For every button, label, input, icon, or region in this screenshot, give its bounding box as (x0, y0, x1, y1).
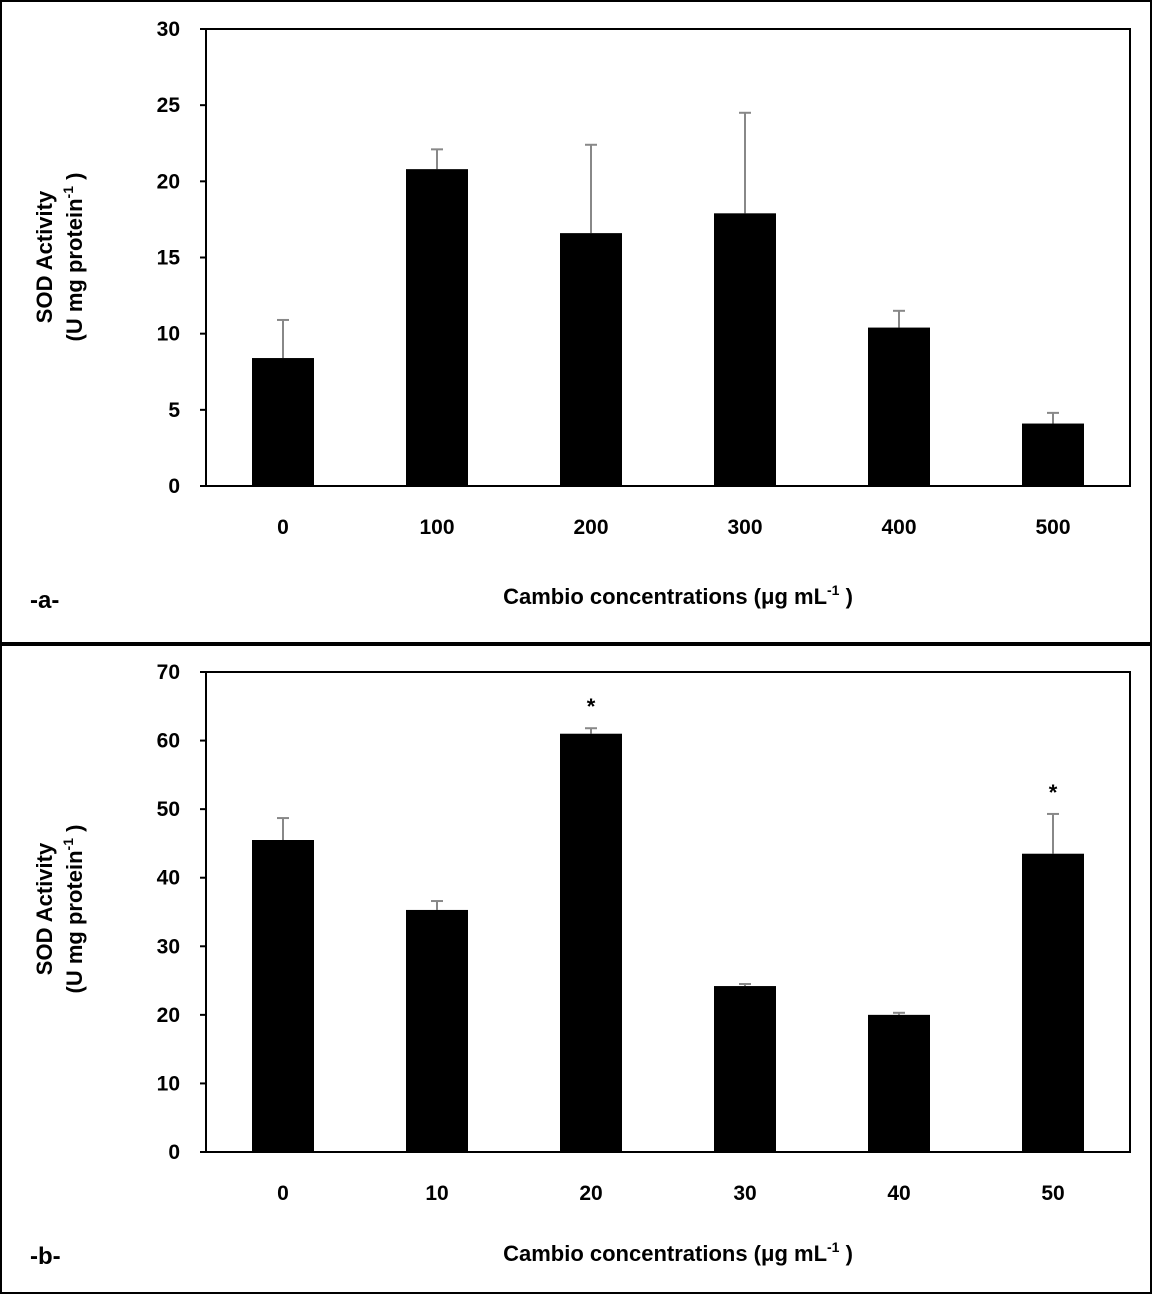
y-tick-label: 20 (157, 170, 180, 193)
x-tick-label: 200 (573, 516, 608, 539)
y-axis-title-line2: (U mg protein-1 ) (60, 825, 87, 994)
x-tick-label: 300 (727, 516, 762, 539)
panel-label: -b- (30, 1243, 61, 1270)
x-tick-label: 500 (1035, 516, 1070, 539)
x-tick-label: 10 (425, 1182, 448, 1205)
y-tick-label: 70 (157, 661, 180, 684)
bar (560, 733, 622, 1152)
x-tick-label: 100 (419, 516, 454, 539)
x-tick-label: 0 (277, 516, 289, 539)
y-tick-label: 30 (157, 18, 180, 41)
plot-area-frame (205, 28, 1131, 487)
panel-label: -a- (30, 587, 59, 614)
bar (868, 1014, 930, 1152)
y-axis-title-line1: SOD Activity (32, 190, 57, 323)
x-tick-label: 40 (887, 1182, 910, 1205)
significance-marker: * (587, 694, 596, 719)
bar (406, 909, 468, 1152)
y-tick-label: 40 (157, 867, 180, 890)
x-tick-label: 20 (579, 1182, 602, 1205)
y-tick-label: 30 (157, 935, 180, 958)
y-tick-label: 50 (157, 798, 180, 821)
chart-panel-a: 0 5 10 15 20 25 30 0 100 200 300 400 500 Cambio conce… (0, 0, 1152, 644)
chart-panel-b: 0 10 20 30 40 50 60 70 0 10 * 20 30 40 * 50 Cambio conce… (0, 644, 1152, 1294)
y-axis-title-line2: (U mg protein-1 ) (60, 173, 87, 342)
y-axis-title-line1: SOD Activity (32, 842, 57, 975)
x-axis-title: Cambio concentrations (μg mL-1 ) (503, 582, 853, 609)
y-axis-title: SOD Activity (U mg protein-1 ) (32, 173, 87, 342)
x-tick-label: 50 (1041, 1182, 1064, 1205)
bar-chart-b: 0 10 20 30 40 50 60 70 0 10 * 20 30 40 * 50 Cambio conce… (30, 661, 1131, 1270)
y-tick-label: 20 (157, 1004, 180, 1027)
y-tick-label: 0 (168, 475, 180, 498)
bar (252, 840, 314, 1152)
panel-frame (0, 644, 1152, 1294)
x-axis-title: Cambio concentrations (μg mL-1 ) (503, 1239, 853, 1266)
bar (714, 213, 776, 486)
x-tick-label: 400 (881, 516, 916, 539)
bar (1022, 423, 1084, 486)
y-tick-label: 10 (157, 323, 180, 346)
x-tick-label: 30 (733, 1182, 756, 1205)
bar (560, 233, 622, 486)
bar (252, 358, 314, 486)
y-tick-label: 5 (168, 399, 180, 422)
plot-area-frame (205, 671, 1131, 1153)
panel-frame (0, 0, 1152, 644)
bar (1022, 853, 1084, 1152)
bar (714, 986, 776, 1152)
y-tick-label: 60 (157, 730, 180, 753)
y-tick-label: 15 (157, 247, 181, 270)
significance-marker: * (1049, 780, 1058, 805)
y-tick-label: 0 (168, 1141, 180, 1164)
bar (868, 327, 930, 486)
y-tick-label: 10 (157, 1072, 180, 1095)
x-tick-label: 0 (277, 1182, 289, 1205)
y-tick-label: 25 (157, 94, 181, 117)
bar (406, 169, 468, 486)
y-axis-title: SOD Activity (U mg protein-1 ) (32, 825, 87, 994)
